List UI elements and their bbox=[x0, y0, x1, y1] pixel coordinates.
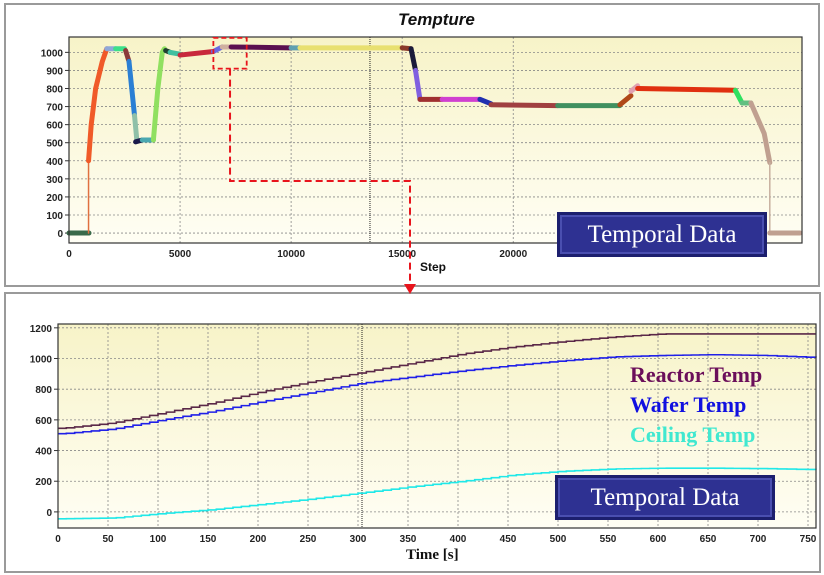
overview-plot-border bbox=[68, 36, 803, 244]
detail-y-tick-label: 0 bbox=[46, 508, 52, 519]
overview-y-tick-label: 700 bbox=[46, 103, 63, 114]
overview-y-tick-label: 400 bbox=[46, 157, 63, 168]
overview-x-tick-label: 0 bbox=[66, 249, 72, 260]
detail-x-tick-label: 200 bbox=[250, 534, 267, 545]
detail-x-tick-label: 350 bbox=[400, 534, 417, 545]
detail-x-tick-label: 50 bbox=[102, 534, 114, 545]
detail-x-tick-label: 700 bbox=[750, 534, 767, 545]
overview-plot-area bbox=[69, 37, 802, 243]
detail-x-tick-label: 100 bbox=[150, 534, 167, 545]
overview-y-tick-label: 200 bbox=[46, 193, 63, 204]
overview-chart-title: Tempture bbox=[398, 10, 475, 29]
overview-x-axis-label: Step bbox=[420, 260, 447, 274]
detail-x-tick-label: 750 bbox=[800, 534, 817, 545]
detail-plot-border bbox=[57, 323, 817, 529]
detail-x-tick-label: 0 bbox=[55, 534, 61, 545]
detail-x-axis-label: Time [s] bbox=[406, 547, 459, 563]
detail-x-tick-label: 500 bbox=[550, 534, 567, 545]
temperature-segment bbox=[748, 100, 773, 166]
temperature-segment bbox=[126, 58, 138, 119]
detail-y-tick-label: 400 bbox=[35, 447, 52, 458]
detail-y-tick-label: 200 bbox=[35, 477, 52, 488]
temperature-segment bbox=[488, 102, 561, 109]
legend-wafer-temp: Wafer Temp bbox=[630, 392, 747, 417]
overview-y-tick-label: 800 bbox=[46, 85, 63, 96]
detail-x-tick-label: 400 bbox=[450, 534, 467, 545]
overview-y-tick-label: 500 bbox=[46, 139, 63, 150]
temperature-segment bbox=[413, 67, 423, 102]
detail-x-tick-label: 300 bbox=[350, 534, 367, 545]
overview-y-tick-label: 0 bbox=[57, 229, 63, 240]
detail-annotation-box: Temporal Data bbox=[555, 475, 775, 520]
highlight-region-box bbox=[212, 37, 248, 70]
temperature-segment bbox=[635, 86, 738, 93]
arrow-down-icon bbox=[404, 284, 416, 294]
detail-x-tick-label: 600 bbox=[650, 534, 667, 545]
detail-x-tick-label: 250 bbox=[300, 534, 317, 545]
detail-x-tick-label: 550 bbox=[600, 534, 617, 545]
temperature-segment bbox=[132, 113, 140, 142]
overview-y-tick-label: 100 bbox=[46, 211, 63, 222]
detail-x-tick-label: 150 bbox=[200, 534, 217, 545]
temperature-segment bbox=[177, 48, 216, 58]
overview-x-tick-label: 15000 bbox=[388, 249, 416, 260]
overview-y-tick-label: 600 bbox=[46, 121, 63, 132]
series-line-reactor-temp bbox=[58, 333, 816, 430]
series-line-ceiling-temp bbox=[58, 467, 817, 520]
detail-x-tick-label: 650 bbox=[700, 534, 717, 545]
overview-annotation-box: Temporal Data bbox=[557, 212, 767, 257]
detail-y-tick-label: 600 bbox=[35, 416, 52, 427]
overview-x-tick-label: 20000 bbox=[499, 249, 527, 260]
temperature-segment bbox=[228, 44, 294, 51]
temperature-segment bbox=[86, 46, 110, 164]
overview-y-tick-label: 900 bbox=[46, 66, 63, 77]
overview-y-tick-label: 1000 bbox=[41, 48, 64, 59]
legend-reactor-temp: Reactor Temp bbox=[630, 362, 763, 387]
detail-y-tick-label: 1000 bbox=[30, 355, 53, 366]
detail-y-tick-label: 1200 bbox=[30, 324, 53, 335]
legend-ceiling-temp: Ceiling Temp bbox=[630, 422, 756, 447]
temperature-segment bbox=[617, 93, 634, 108]
overview-y-tick-label: 300 bbox=[46, 175, 63, 186]
overview-x-tick-label: 10000 bbox=[277, 249, 305, 260]
overview-x-tick-label: 5000 bbox=[169, 249, 192, 260]
detail-y-tick-label: 800 bbox=[35, 385, 52, 396]
series-line-wafer-temp bbox=[58, 353, 817, 435]
zoom-connector-line bbox=[229, 68, 411, 288]
temperature-segment bbox=[408, 46, 419, 73]
detail-x-tick-label: 450 bbox=[500, 534, 517, 545]
